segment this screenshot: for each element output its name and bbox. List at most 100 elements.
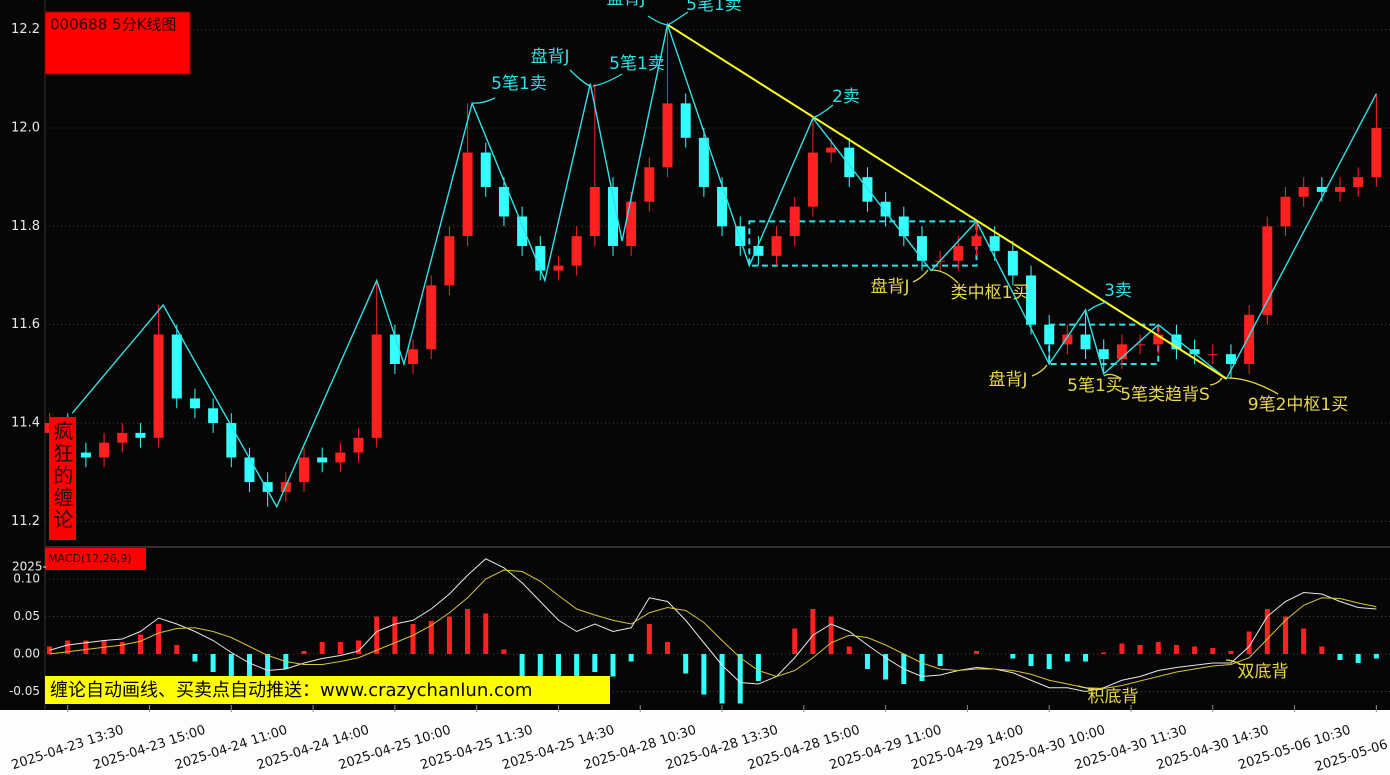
candle-body xyxy=(807,152,818,207)
candle-body xyxy=(535,245,546,271)
main-panel: 11.2 11.4 11.6 11.8 12.0 12.2 xyxy=(11,22,1390,529)
candle-body xyxy=(517,216,528,246)
candle-body xyxy=(662,103,673,168)
macd-bar xyxy=(1210,648,1216,654)
candle-body xyxy=(335,452,346,463)
candle-body xyxy=(444,236,455,286)
candle-body xyxy=(607,186,618,246)
candle-body xyxy=(153,334,164,438)
candle-body xyxy=(389,334,400,365)
macd-bar xyxy=(1319,646,1325,654)
macd-bar xyxy=(174,645,180,654)
y-tick-label: 12.0 xyxy=(11,120,40,135)
arrow xyxy=(569,69,591,87)
banner-box xyxy=(45,676,610,704)
annotation: 5笔1卖 xyxy=(491,74,547,94)
macd-bar xyxy=(210,654,216,672)
candle-body xyxy=(826,147,837,153)
arrow xyxy=(1227,377,1279,395)
macd-bar xyxy=(646,624,652,654)
candle-body xyxy=(226,423,237,458)
candle-body xyxy=(1080,334,1091,350)
candle-body xyxy=(753,245,764,256)
candle-body xyxy=(717,186,728,227)
annotation: 双底背 xyxy=(1238,662,1289,682)
macd-bar xyxy=(592,654,598,672)
title-box xyxy=(44,11,191,75)
macd-bar xyxy=(1373,654,1379,659)
macd-bar xyxy=(192,654,198,662)
macd-tick-label: 0.05 xyxy=(13,609,40,623)
candle-body xyxy=(408,349,419,365)
annotation: 3卖 xyxy=(1104,281,1132,301)
macd-title: MACD(12,26,9) xyxy=(48,552,132,565)
arrow xyxy=(812,104,834,119)
annotation: 盘背J xyxy=(530,47,569,67)
macd-bar xyxy=(1064,654,1070,662)
axis-fragment: 2025- xyxy=(12,560,47,574)
annotation: 2卖 xyxy=(832,87,860,107)
macd-bar xyxy=(119,642,125,654)
side-label: 疯狂的缠论 xyxy=(50,421,74,531)
macd-bar xyxy=(610,654,616,677)
arrow xyxy=(931,269,959,284)
macd-bar xyxy=(1192,646,1198,654)
banner: 缠论自动画线、买卖点自动推送：www.crazychanlun.com xyxy=(50,680,532,701)
y-tick-label: 11.6 xyxy=(11,317,40,332)
arrow xyxy=(1077,685,1099,691)
annotation: 5笔1买 xyxy=(1067,376,1123,396)
macd-bar xyxy=(974,651,980,654)
macd-bar xyxy=(265,654,271,684)
candle-body xyxy=(208,408,219,424)
candle-body xyxy=(1353,177,1364,187)
macd-bar xyxy=(483,613,489,654)
candle-body xyxy=(317,457,328,463)
macd-bar xyxy=(828,616,834,654)
chart-title: 000688 5分K线图 xyxy=(50,16,176,34)
candle-body xyxy=(1316,186,1327,192)
candle-body xyxy=(844,147,855,178)
macd-bar xyxy=(465,609,471,654)
arrow xyxy=(1031,364,1048,377)
arrow xyxy=(592,73,623,87)
stroke-line xyxy=(71,22,1377,509)
candle-body xyxy=(135,432,146,438)
annotation: 5笔1卖 xyxy=(686,0,742,15)
candle-body xyxy=(189,398,200,409)
macd-tick-label: 0.00 xyxy=(13,647,40,661)
macd-bar xyxy=(1028,654,1034,666)
candle-body xyxy=(99,442,110,458)
candle-body xyxy=(698,137,709,187)
macd-bar xyxy=(792,628,798,654)
candle-body xyxy=(171,334,182,399)
candle-body xyxy=(1135,344,1146,346)
candle-body xyxy=(371,334,382,438)
arrow xyxy=(1225,659,1241,665)
candle-body xyxy=(1244,314,1255,365)
macd-bar xyxy=(1101,652,1107,654)
candle-body xyxy=(1262,226,1273,315)
macd-bar xyxy=(374,616,380,654)
annotation: 盘背J xyxy=(870,277,909,297)
annotation: 类中枢1买 xyxy=(951,283,1030,303)
pivot-box xyxy=(748,220,978,267)
candle-body xyxy=(262,482,273,492)
candle-body xyxy=(771,236,782,256)
macd-title-box xyxy=(45,548,146,570)
candle-body xyxy=(1189,349,1200,355)
macd-bar xyxy=(1246,631,1252,654)
side-label-box xyxy=(49,417,76,540)
macd-bar xyxy=(392,616,398,654)
candle-body xyxy=(680,103,691,138)
annotation-arrows xyxy=(472,11,1279,691)
macd-dea xyxy=(49,569,1377,690)
macd-bar xyxy=(1010,654,1016,659)
candle-body xyxy=(498,186,509,217)
candle-body xyxy=(880,201,891,217)
macd-bar xyxy=(737,654,743,704)
macd-bar xyxy=(301,651,307,654)
candle-body xyxy=(971,236,982,246)
candle-body xyxy=(1098,349,1109,360)
arrow xyxy=(1209,377,1223,386)
macd-bar xyxy=(537,654,543,695)
